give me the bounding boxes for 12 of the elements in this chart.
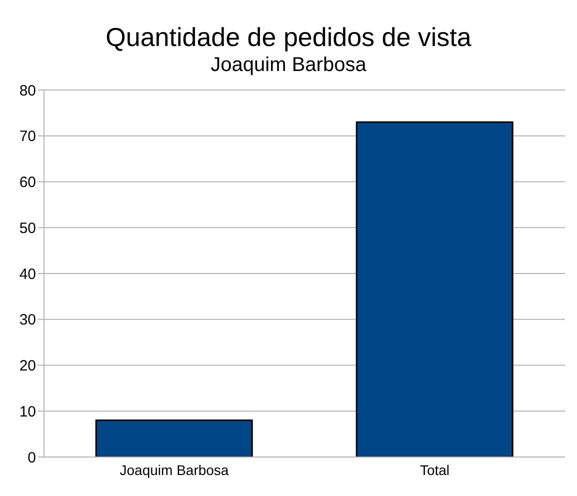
y-tick-label: 60 (19, 174, 36, 192)
y-tick-label: 10 (19, 403, 36, 420)
y-tick-label: 50 (19, 220, 36, 237)
x-tick-label: Total (420, 462, 450, 478)
y-tick-label: 20 (19, 358, 36, 375)
y-tick-label: 40 (19, 266, 36, 283)
y-tick-label: 30 (19, 312, 36, 329)
y-tick-label: 70 (19, 128, 36, 146)
chart-title: Quantidade de pedidos de vista (104, 21, 472, 52)
y-tick-label: 80 (19, 82, 36, 100)
y-tick-label: 0 (28, 449, 36, 466)
chart-subtitle: Joaquim Barbosa (210, 53, 368, 78)
